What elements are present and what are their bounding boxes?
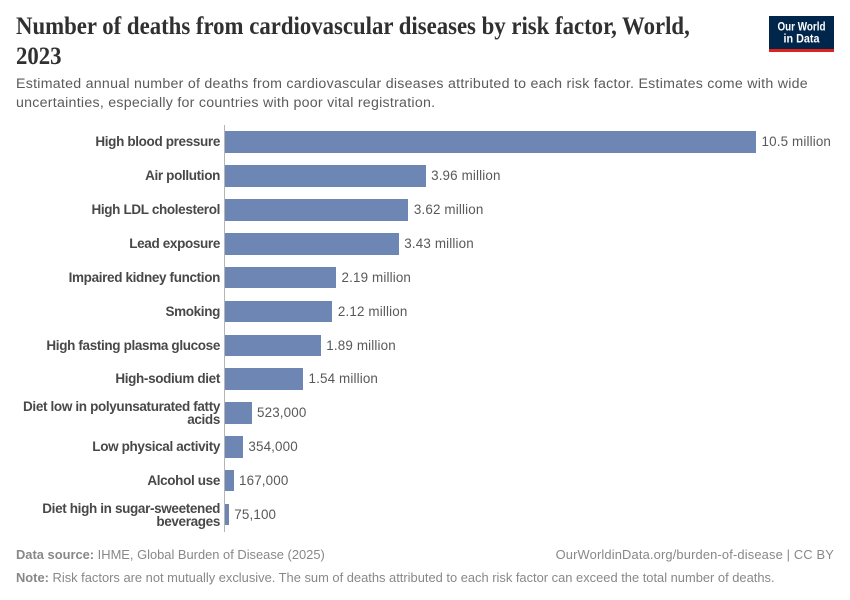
svg-text:in Data: in Data <box>784 31 820 45</box>
svg-text:Our World: Our World <box>778 19 826 33</box>
